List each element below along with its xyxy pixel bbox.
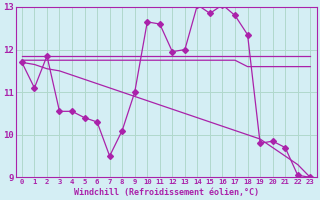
X-axis label: Windchill (Refroidissement éolien,°C): Windchill (Refroidissement éolien,°C)	[74, 188, 259, 197]
